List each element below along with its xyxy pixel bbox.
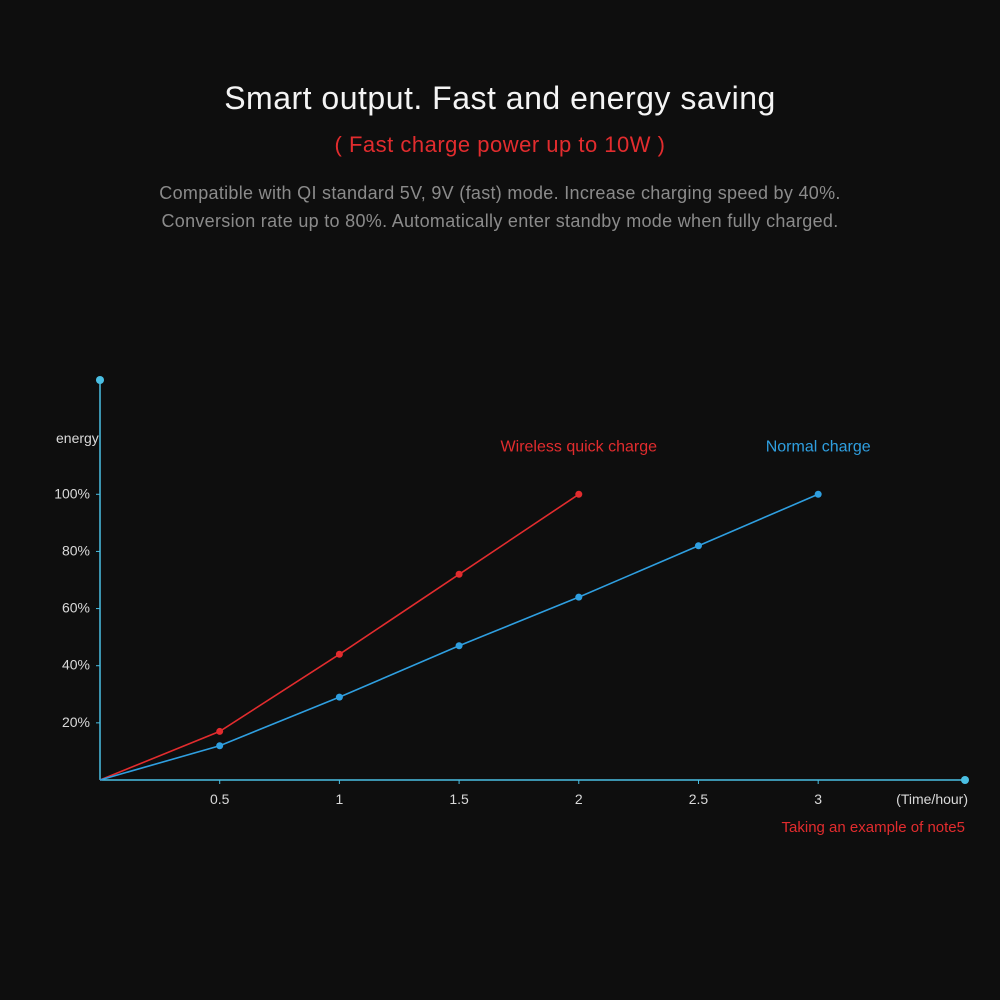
series-marker <box>575 594 582 601</box>
page-title: Smart output. Fast and energy saving <box>0 0 1000 117</box>
series-marker <box>216 728 223 735</box>
x-tick-label: 0.5 <box>210 791 230 807</box>
x-axis-end-dot <box>961 776 969 784</box>
series-marker <box>456 571 463 578</box>
x-tick-label: 2 <box>575 791 583 807</box>
desc-line-2: Conversion rate up to 80%. Automatically… <box>161 211 838 231</box>
y-axis-label: energy <box>56 430 99 446</box>
y-tick-label: 60% <box>62 600 90 616</box>
x-tick-label: 2.5 <box>689 791 709 807</box>
y-tick-label: 20% <box>62 714 90 730</box>
y-tick-label: 100% <box>54 485 90 501</box>
energy-chart: 20% 40% 60% 80% 100% energy 0.5 1 1.5 2 2.5 3 (Time/… <box>50 370 970 850</box>
y-tick-label: 80% <box>62 542 90 558</box>
x-axis-label: (Time/hour) <box>896 791 968 807</box>
y-axis-end-dot <box>96 376 104 384</box>
series-marker <box>695 542 702 549</box>
series-marker <box>216 742 223 749</box>
series-marker <box>336 651 343 658</box>
desc-line-1: Compatible with QI standard 5V, 9V (fast… <box>159 183 840 203</box>
x-tick-label: 1.5 <box>449 791 469 807</box>
series-marker <box>456 642 463 649</box>
series-marker <box>575 491 582 498</box>
page-desc: Compatible with QI standard 5V, 9V (fast… <box>0 180 1000 236</box>
page-subtitle: ( Fast charge power up to 10W ) <box>0 132 1000 158</box>
chart-footnote: Taking an example of note5 <box>782 819 965 836</box>
x-tick-label: 1 <box>335 791 343 807</box>
series-marker <box>815 491 822 498</box>
x-tick-label: 3 <box>814 791 822 807</box>
series-line <box>100 494 579 780</box>
series-label: Normal charge <box>766 438 871 455</box>
series-marker <box>336 694 343 701</box>
series-label: Wireless quick charge <box>501 438 658 455</box>
y-tick-label: 40% <box>62 657 90 673</box>
